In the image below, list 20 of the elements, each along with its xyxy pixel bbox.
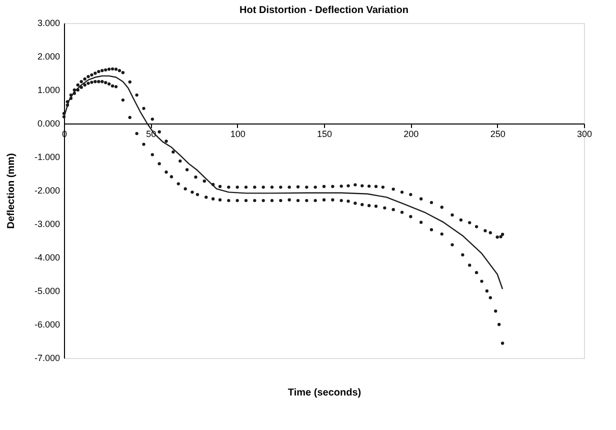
y-tick-label: -7.000 (34, 353, 60, 363)
x-tick-label: 150 (316, 129, 332, 139)
y-tick-label: -1.000 (34, 152, 60, 162)
y-tick-label: 1.000 (37, 85, 60, 95)
y-axis-title: Deflection (mm) (6, 153, 17, 229)
y-tick-label: 2.000 (37, 52, 60, 62)
y-tick-label: -4.000 (34, 252, 60, 262)
y-tick-label: -6.000 (34, 320, 60, 330)
y-tick-label: 3.000 (37, 18, 60, 28)
x-tick-label: 200 (404, 129, 419, 139)
x-axis-title: Time (seconds) (288, 388, 362, 398)
x-tick-label: 50 (146, 129, 156, 139)
y-tick-label: -5.000 (34, 286, 60, 296)
y-tick-label: -2.000 (34, 186, 60, 196)
chart-title: Hot Distortion - Deflection Variation (240, 5, 408, 16)
x-tick-label: 300 (576, 129, 592, 139)
y-tick-label: -3.000 (34, 219, 60, 229)
x-tick-label: 100 (230, 129, 246, 139)
y-tick-label: 0.000 (37, 118, 60, 128)
x-tick-label: 250 (490, 129, 506, 139)
